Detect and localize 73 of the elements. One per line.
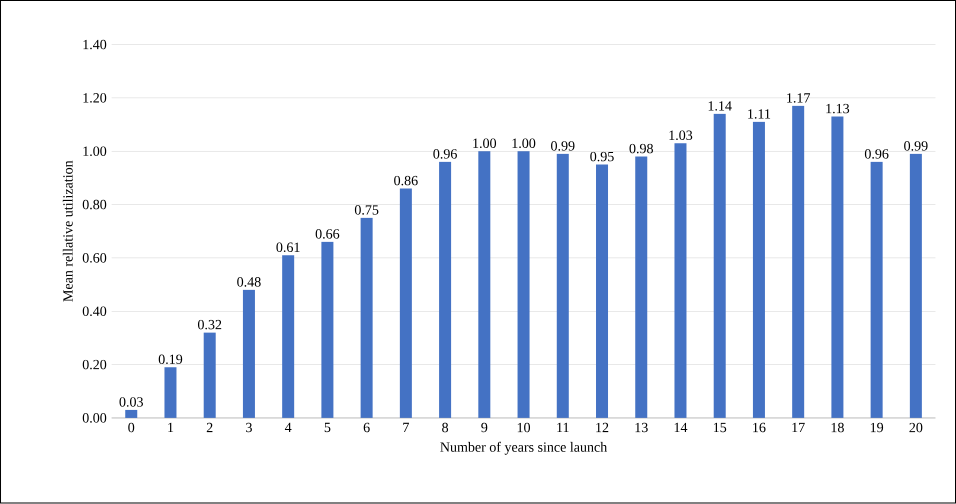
x-tick-label: 20 [909, 423, 922, 432]
bar [556, 154, 569, 418]
data-label: 0.75 [354, 205, 378, 215]
data-label: 0.66 [316, 229, 340, 239]
y-tick-label: 0.20 [82, 360, 106, 370]
x-axis-title: Number of years since launch [440, 442, 608, 455]
x-tick-label: 11 [557, 423, 569, 432]
x-tick-label: 4 [284, 423, 292, 432]
bar [400, 188, 412, 418]
x-tick-label: 16 [753, 423, 766, 432]
x-tick-label: 6 [364, 423, 370, 432]
x-tick-label: 5 [324, 423, 330, 432]
bar [164, 367, 176, 418]
data-label: 1.17 [787, 93, 810, 103]
bar [870, 162, 883, 418]
data-label: 0.99 [551, 141, 574, 151]
x-tick-label: 15 [714, 423, 726, 432]
bar [204, 332, 216, 418]
data-label: 0.86 [394, 176, 418, 186]
data-label: 0.99 [904, 141, 928, 151]
y-axis-title: Mean rellative utilization [62, 160, 73, 302]
y-tick-label: 1.00 [83, 146, 106, 156]
x-tick-label: 7 [403, 423, 409, 432]
bar [596, 164, 608, 418]
bar [910, 154, 922, 418]
y-tick-label: 1.20 [83, 93, 106, 103]
data-label: 1.00 [473, 138, 496, 148]
data-label: 0.96 [864, 149, 888, 159]
bar [635, 156, 648, 418]
x-tick-label: 10 [518, 423, 530, 432]
data-label: 0.96 [433, 149, 457, 159]
y-tick-label: 0.80 [82, 200, 106, 210]
x-tick-label: 0 [128, 423, 134, 432]
x-tick-label: 2 [206, 423, 212, 432]
data-label: 0.03 [120, 397, 143, 407]
data-label: 1.00 [512, 138, 536, 148]
bar [714, 114, 726, 418]
data-label: 0.19 [158, 354, 182, 364]
data-label: 0.32 [198, 320, 222, 330]
x-tick-label: 19 [870, 423, 884, 432]
bar [282, 255, 294, 418]
data-label: 0.98 [630, 144, 653, 154]
bar [360, 218, 373, 418]
y-tick-label: 0.60 [82, 253, 106, 263]
data-label: 1.03 [669, 130, 692, 140]
data-label: 1.13 [826, 104, 850, 114]
x-tick-label: 17 [792, 423, 805, 432]
x-tick-label: 1 [168, 423, 174, 432]
y-tick-label: 0.40 [82, 306, 106, 316]
data-label: 0.48 [237, 277, 261, 287]
y-tick-label: 0.00 [82, 413, 106, 423]
bar [125, 410, 138, 418]
bar [478, 151, 490, 418]
y-tick-label: 1.40 [83, 40, 106, 50]
bar [831, 116, 844, 418]
x-tick-label: 13 [635, 423, 648, 432]
x-tick-label: 9 [481, 423, 488, 432]
bar [674, 143, 686, 418]
data-label: 0.95 [590, 152, 614, 162]
bar [439, 162, 452, 418]
x-tick-label: 14 [674, 423, 688, 432]
bar [242, 290, 255, 418]
data-label: 1.14 [708, 101, 732, 111]
bar [321, 242, 334, 418]
bar [518, 151, 530, 418]
bar [752, 122, 765, 418]
bar [792, 106, 804, 418]
x-tick-label: 3 [246, 423, 252, 432]
x-tick-label: 12 [596, 423, 608, 432]
data-label: 0.61 [276, 242, 300, 252]
x-tick-label: 18 [832, 423, 844, 432]
data-label: 1.11 [748, 109, 770, 119]
x-tick-label: 8 [442, 423, 448, 432]
